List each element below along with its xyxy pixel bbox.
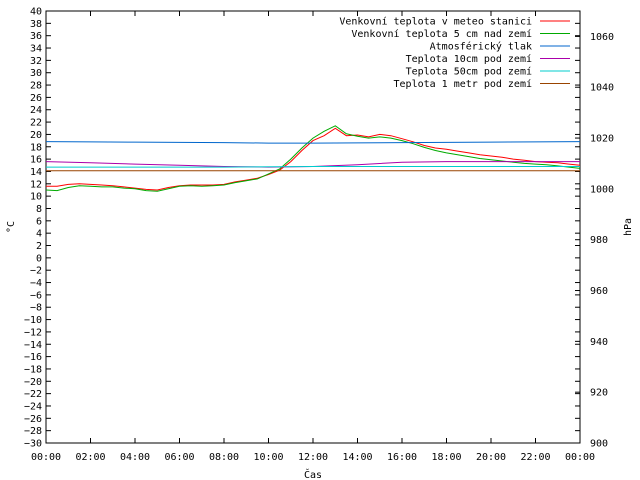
legend-label: Venkovní teplota v meteo stanici	[339, 16, 532, 28]
legend: Venkovní teplota v meteo staniciVenkovní…	[339, 16, 570, 90]
y-tick-label-left: −10	[24, 315, 42, 326]
y-tick-label-left: −16	[24, 352, 42, 363]
y-tick-label-left: 28	[30, 81, 42, 92]
x-tick-label: 18:00	[431, 452, 461, 463]
y-axis-left-label: °C	[6, 221, 17, 233]
series-line-1	[46, 127, 581, 191]
y-tick-label-left: −6	[30, 290, 42, 301]
x-tick-label: 06:00	[164, 452, 194, 463]
y-tick-label-left: −26	[24, 414, 42, 425]
legend-label: Teplota 1 metr pod zemí	[394, 78, 532, 90]
x-tick-label: 12:00	[298, 452, 328, 463]
x-tick-label: 00:00	[31, 452, 61, 463]
y-tick-label-left: 20	[30, 130, 42, 141]
x-tick-label: 02:00	[75, 452, 105, 463]
y-tick-label-left: 4	[36, 229, 42, 240]
x-tick-label: 20:00	[476, 452, 506, 463]
y-tick-label-right: 980	[590, 235, 608, 246]
y-tick-label-right: 940	[590, 337, 608, 348]
legend-label: Teplota 50cm pod zemí	[406, 66, 532, 78]
y-tick-label-left: 24	[30, 105, 42, 116]
y-tick-label-left: −24	[24, 401, 42, 412]
y-tick-label-left: −30	[24, 439, 42, 450]
y-tick-label-left: −22	[24, 389, 42, 400]
y-axis-right: 900 920 940 960 980 1000 1020 1040 1060	[575, 32, 614, 450]
y-tick-label-left: 16	[30, 155, 42, 166]
series-line-5	[46, 166, 580, 168]
y-tick-label-right: 1020	[590, 134, 614, 145]
y-tick-label-left: 6	[36, 216, 42, 227]
y-tick-label-left: 30	[30, 68, 42, 79]
y-tick-label-left: 22	[30, 118, 42, 129]
y-axis-right-label: hPa	[623, 218, 634, 236]
y-tick-label-left: −18	[24, 364, 42, 375]
x-tick-label: 14:00	[342, 452, 372, 463]
y-tick-label-right: 1000	[590, 184, 614, 195]
x-tick-label: 16:00	[387, 452, 417, 463]
x-tick-label: 08:00	[209, 452, 239, 463]
y-tick-label-right: 1040	[590, 83, 614, 94]
y-tick-label-left: −8	[30, 303, 42, 314]
y-tick-label-left: 0	[36, 253, 42, 264]
y-tick-label-left: 8	[36, 204, 42, 215]
x-tick-label: 10:00	[253, 452, 283, 463]
y-tick-label-left: 32	[30, 56, 42, 67]
y-tick-label-right: 960	[590, 286, 608, 297]
x-tick-label: 22:00	[520, 452, 550, 463]
x-tick-label: 04:00	[120, 452, 150, 463]
y-tick-label-left: −14	[24, 340, 42, 351]
y-tick-label-left: 34	[30, 44, 42, 55]
x-tick-label: 00:00	[565, 452, 595, 463]
y-tick-label-left: 40	[30, 7, 42, 18]
legend-label: Venkovní teplota 5 cm nad zemí	[351, 28, 532, 40]
y-tick-label-left: 26	[30, 93, 42, 104]
series-line-2	[45, 125, 581, 192]
y-tick-label-right: 900	[590, 439, 608, 450]
y-tick-label-left: 18	[30, 142, 42, 153]
y-tick-label-left: 2	[36, 241, 42, 252]
y-tick-label-left: 10	[30, 192, 42, 203]
legend-label: Teplota 10cm pod zemí	[406, 53, 532, 65]
y-tick-label-left: −4	[30, 278, 42, 289]
y-tick-label-left: 36	[30, 31, 42, 42]
y-tick-label-left: 12	[30, 179, 42, 190]
x-axis-label: Čas	[304, 468, 322, 480]
x-axis: 00:00 02:00 04:00 06:00 08:00 10:00 12:00 14:00…	[31, 11, 595, 463]
y-tick-label-left: 38	[30, 19, 42, 30]
y-tick-label-right: 920	[590, 388, 608, 399]
y-axis-left: −30−28−26−24−22−20−18−16−14−12−10−8−6−4−…	[24, 7, 580, 450]
series-layer	[45, 125, 581, 192]
y-tick-label-left: −12	[24, 327, 42, 338]
y-tick-label-left: −20	[24, 377, 42, 388]
legend-label: Atmosférický tlak	[430, 41, 532, 53]
y-tick-label-left: −28	[24, 426, 42, 437]
y-tick-label-right: 1060	[590, 32, 614, 43]
y-tick-label-left: 14	[30, 167, 42, 178]
series-line-3	[45, 141, 581, 144]
y-tick-label-left: −2	[30, 266, 42, 277]
